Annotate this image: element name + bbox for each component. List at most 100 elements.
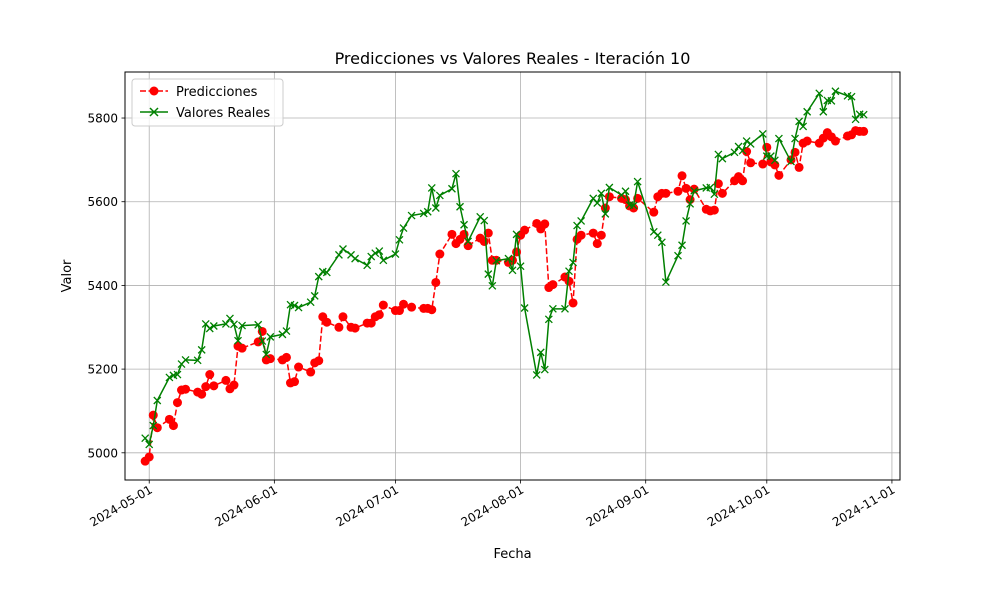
data-point — [165, 373, 174, 382]
data-point — [689, 184, 699, 194]
x-tick-label: 2024-07-01 — [334, 482, 401, 529]
data-point — [653, 231, 662, 240]
data-point — [395, 235, 404, 244]
data-point — [577, 217, 586, 225]
data-point — [532, 371, 541, 379]
y-axis: 5000 5200 5400 5600 5800 — [87, 112, 125, 460]
data-point — [717, 188, 727, 198]
data-point — [791, 134, 800, 143]
data-point — [859, 110, 868, 119]
data-point — [435, 191, 444, 200]
data-point — [690, 186, 699, 195]
data-point — [803, 107, 812, 116]
data-point — [254, 320, 263, 329]
data-point — [419, 209, 428, 218]
data-point — [456, 202, 464, 211]
data-point — [306, 367, 316, 377]
data-point — [568, 298, 578, 308]
data-point — [730, 148, 739, 157]
data-point — [512, 230, 521, 239]
data-point — [431, 277, 441, 287]
data-point — [290, 377, 300, 387]
y-axis-label: Valor — [60, 259, 75, 292]
data-point — [152, 423, 162, 433]
data-point — [758, 159, 768, 169]
data-point — [621, 187, 630, 196]
data-point — [173, 370, 182, 379]
legend-marker-predicciones — [149, 86, 159, 96]
data-point — [520, 225, 530, 235]
data-point — [799, 122, 808, 131]
series-layer — [140, 87, 869, 466]
data-point — [399, 224, 408, 233]
data-point — [209, 322, 218, 330]
data-point — [197, 389, 207, 399]
data-point — [149, 421, 158, 430]
data-point — [230, 320, 238, 329]
data-point — [548, 280, 558, 290]
data-point — [479, 236, 489, 246]
data-point — [819, 107, 828, 116]
data-point — [427, 305, 437, 315]
data-point — [794, 162, 804, 172]
data-point — [193, 356, 202, 365]
data-point — [561, 304, 569, 313]
data-point — [431, 204, 440, 212]
data-point — [492, 256, 501, 265]
data-point — [334, 322, 344, 332]
data-point — [657, 238, 666, 247]
x-tick-label: 2024-09-01 — [584, 482, 651, 529]
data-point — [520, 304, 529, 312]
data-point — [762, 142, 772, 152]
series-line-predicciones — [144, 129, 864, 462]
plot-frame — [124, 71, 901, 481]
data-point — [168, 421, 178, 431]
data-point — [480, 216, 489, 225]
data-point — [710, 190, 719, 199]
y-tick-label: 5600 — [87, 195, 118, 209]
data-point — [544, 315, 553, 324]
grid-lines — [125, 72, 900, 480]
data-point — [363, 261, 372, 270]
legend-label-valores-reales: Valores Reales — [176, 106, 270, 121]
data-point — [847, 92, 856, 101]
data-point — [464, 237, 473, 246]
data-point — [463, 241, 473, 251]
data-point — [306, 298, 315, 307]
data-point — [237, 343, 247, 353]
data-point — [588, 228, 598, 238]
data-point — [605, 183, 614, 192]
x-axis-label: Fecha — [493, 547, 531, 562]
data-point — [565, 267, 573, 276]
y-tick-label: 5800 — [87, 112, 118, 126]
data-point — [678, 241, 686, 250]
data-point — [399, 299, 409, 309]
data-point — [447, 229, 457, 239]
data-point — [831, 87, 840, 96]
data-point — [686, 199, 695, 208]
x-axis: 2024-05-01 2024-06-01 2024-07-01 2024-08-01… — [87, 480, 897, 529]
data-point — [596, 230, 606, 240]
data-point — [407, 211, 416, 220]
data-point — [576, 230, 586, 240]
chart-title: Predicciones vs Valores Reales - Iteraci… — [335, 49, 691, 68]
y-tick-label: 5000 — [87, 446, 118, 460]
data-point — [661, 188, 671, 198]
data-point — [144, 452, 154, 462]
data-point — [548, 304, 557, 313]
data-point — [718, 154, 727, 163]
data-point — [322, 268, 331, 277]
data-point — [221, 319, 230, 328]
data-point — [221, 375, 231, 385]
data-point — [310, 291, 319, 300]
data-point — [774, 170, 784, 180]
data-point — [205, 324, 214, 333]
data-point — [504, 254, 513, 263]
data-point — [540, 365, 549, 374]
data-point — [770, 156, 779, 165]
data-point — [423, 207, 432, 216]
data-point — [314, 356, 324, 366]
data-point — [452, 169, 460, 178]
data-point — [201, 382, 211, 392]
data-point — [758, 129, 767, 138]
